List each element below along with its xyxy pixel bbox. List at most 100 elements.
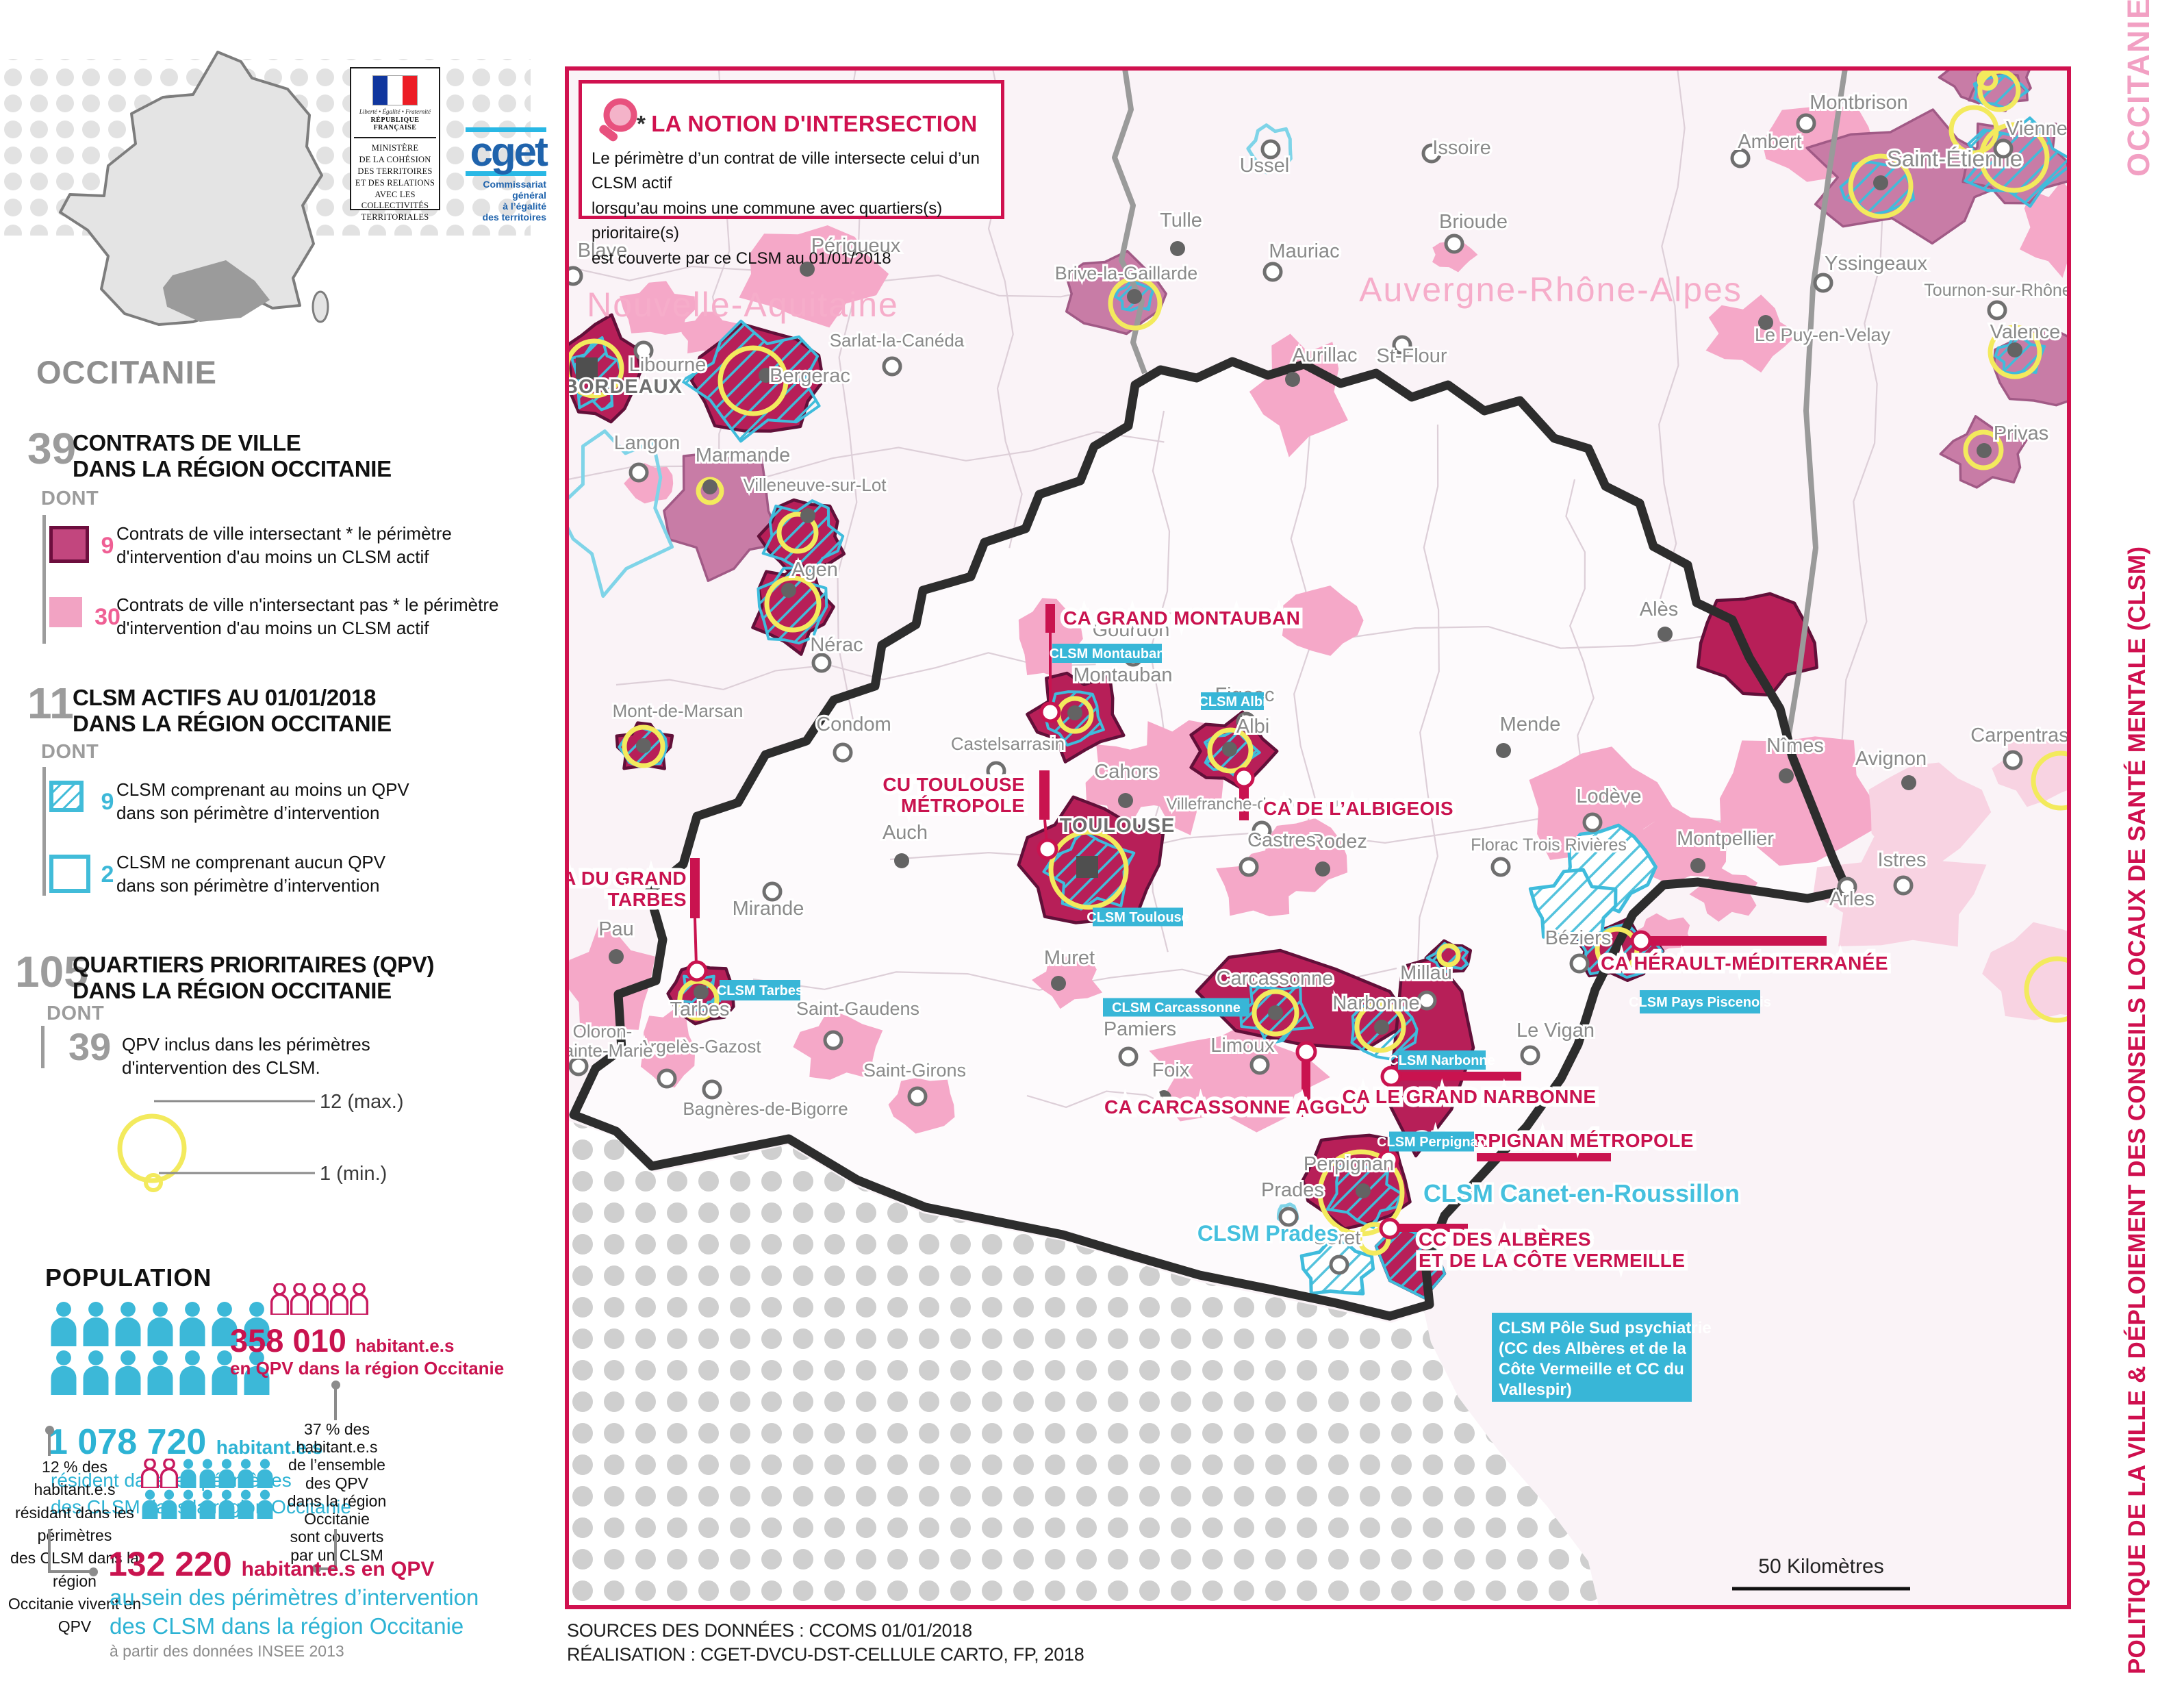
qpv-count-circle [1988, 325, 2042, 379]
ca-callout-bar [1301, 1057, 1310, 1117]
count-clsm-sans-qpv: 2 [101, 861, 114, 887]
cget-bar-top [466, 127, 546, 132]
city-label: Agen [791, 559, 838, 581]
connector-line [319, 1567, 337, 1570]
region-label: Auvergne-Rhône-Alpes [1359, 270, 1742, 309]
connector-line [334, 1529, 337, 1570]
city-marker-dot [1222, 742, 1237, 757]
city-marker-square [1076, 856, 1098, 878]
person-icon [199, 1459, 216, 1488]
person-icon [141, 1459, 159, 1488]
map-patch [663, 452, 784, 582]
notion-line2: lorsqu’au moins une commune avec quartie… [592, 199, 943, 243]
department-boundary [1841, 205, 1884, 740]
person-icon [350, 1283, 368, 1315]
city-marker-ring [907, 1086, 928, 1107]
city-label: Millau [1400, 962, 1452, 984]
ca-callout-ring [1295, 1041, 1317, 1063]
qpv-count-circle [1252, 989, 1299, 1037]
occitanie-boundary [569, 357, 1852, 1321]
qpv-count-circle [1948, 105, 1999, 155]
population-icons-mixed [141, 1459, 278, 1519]
ca-callout-bar [1647, 936, 1827, 946]
connector-dot [89, 1567, 98, 1576]
city-marker-dot [894, 853, 909, 868]
city-marker-dot [1690, 858, 1705, 873]
city-marker-dot [1127, 289, 1142, 304]
city-label: Montpellier [1677, 828, 1774, 850]
sources-line2: RÉALISATION : CGET-DVCU-DST-CELLULE CART… [567, 1644, 1084, 1665]
person-icon [147, 1301, 173, 1346]
legend-rule-1 [42, 515, 46, 644]
clsm-population-value: 1 078 720 habitant.e.s [48, 1422, 323, 1462]
qpv-count-circle [776, 512, 819, 554]
clsm-label: CLSM Toulouse [1087, 910, 1189, 925]
qpv-count-circle [1848, 153, 1914, 219]
person-icon [115, 1350, 141, 1395]
city-marker-dot [1051, 976, 1066, 991]
city-label: Oloron- [573, 1021, 633, 1042]
city-label: Albi [1236, 716, 1269, 738]
cget-logo: cget Commissariat général à l’égalité des t… [444, 127, 548, 223]
city-label: Limoux [1210, 1035, 1275, 1057]
qpv-population-caption: en QPV dans la région Occitanie [230, 1358, 505, 1378]
ca-callout-ring [1380, 1066, 1402, 1087]
city-marker-dot [1315, 861, 1330, 877]
label-qpv-clsm: QPV inclus dans les périmètres d'interven… [122, 1034, 370, 1079]
city-label: Brive-la-Gaillarde [1055, 263, 1198, 284]
insee-source: à partir des données INSEE 2013 [110, 1642, 344, 1660]
population-icons-clsm [49, 1301, 282, 1395]
city-marker-ring [1260, 139, 1281, 160]
person-icon [257, 1489, 273, 1519]
ca-callout-ring [1377, 1149, 1399, 1171]
person-icon [330, 1283, 348, 1315]
clsm-label: CLSM Pôle Sud psychiatrie [1499, 1319, 1712, 1337]
clsm-count: 11 [27, 679, 74, 728]
city-label: Castres [1247, 829, 1316, 851]
person-icon [238, 1489, 254, 1519]
notion-title: * LA NOTION D'INTERSECTION [637, 111, 978, 136]
ca-label: CA GRAND MONTAUBAN [1063, 607, 1300, 629]
city-marker-ring [762, 881, 783, 902]
vertical-region-label: OCCITANIE [2121, 0, 2156, 177]
city-label: Istres [1878, 849, 1927, 871]
city-marker-dot [759, 368, 774, 383]
city-marker-ring [1262, 262, 1283, 282]
person-icon [51, 1350, 77, 1395]
person-icon [51, 1301, 77, 1346]
population-heading: POPULATION [45, 1263, 212, 1292]
city-label: Béziers [1545, 927, 1612, 949]
city-label: Tulle [1160, 210, 1202, 231]
label-clsm-qpv: CLSM comprenant au moins un QPV dans son … [116, 779, 409, 824]
city-label: Narbonne [1332, 992, 1419, 1014]
city-marker-dot [1268, 1005, 1283, 1020]
person-icon [83, 1350, 109, 1395]
region-boundary [1112, 68, 1147, 375]
person-icon [270, 1283, 289, 1315]
corsica-shape [312, 290, 329, 323]
person-icon [290, 1283, 309, 1315]
city-label: Aurillac [1292, 344, 1357, 366]
connector-dot [312, 1564, 321, 1573]
city-label: Muret [1044, 947, 1095, 969]
notion-star: * [637, 111, 646, 136]
city-marker-dot [1118, 793, 1133, 808]
city-label: Villefranche-de-Rouergue [1166, 795, 1353, 814]
count-non-intersectant: 30 [94, 604, 120, 630]
city-marker-ring [1813, 273, 1833, 293]
city-label: Auch [883, 822, 928, 844]
ca-callout-bar [1239, 788, 1249, 820]
ca-callout-ring [1379, 1218, 1401, 1239]
map-patch [1085, 744, 1164, 829]
city-marker-dot [781, 583, 796, 598]
city-marker-dot [800, 262, 815, 277]
city-label: Arles [1829, 888, 1875, 910]
contrats-count: 39 [27, 424, 77, 473]
city-label: Le Puy-en-Velay [1755, 325, 1891, 345]
city-marker-dot [1374, 1020, 1389, 1035]
ca-callout-bar [690, 858, 700, 918]
connector-line [48, 1433, 51, 1456]
city-label: St-Flour [1376, 345, 1447, 367]
city-marker-ring [1569, 953, 1590, 974]
clsm-label-box [1093, 907, 1183, 927]
